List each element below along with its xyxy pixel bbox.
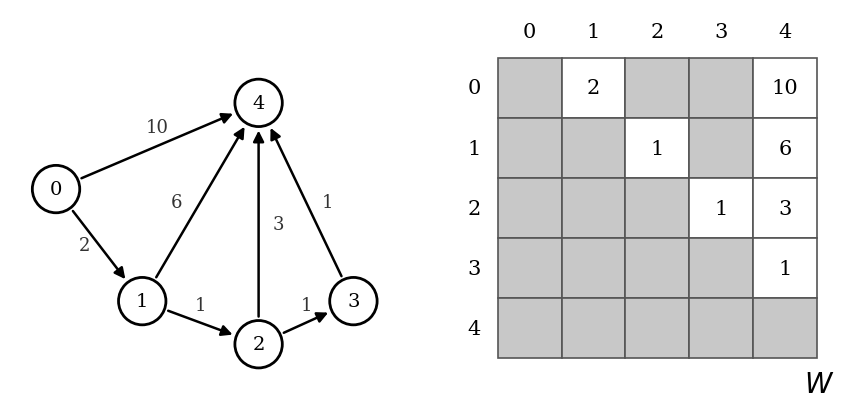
Text: 1: 1 — [195, 297, 206, 315]
Bar — [498, 179, 561, 239]
Text: 2: 2 — [586, 79, 599, 98]
Text: 3: 3 — [777, 199, 790, 218]
Text: 1: 1 — [586, 23, 599, 42]
Text: 10: 10 — [771, 79, 797, 98]
Bar — [624, 119, 689, 179]
Bar — [753, 59, 816, 119]
Bar — [689, 119, 753, 179]
Bar — [689, 239, 753, 298]
Bar — [689, 59, 753, 119]
Text: 3: 3 — [714, 23, 727, 42]
Bar — [624, 59, 689, 119]
Bar — [624, 239, 689, 298]
Text: 2: 2 — [467, 199, 480, 218]
Text: 3: 3 — [272, 215, 283, 233]
Bar — [624, 179, 689, 239]
Text: 1: 1 — [714, 199, 727, 218]
Bar — [689, 179, 753, 239]
Bar — [561, 298, 625, 358]
Text: 1: 1 — [136, 292, 148, 310]
Bar — [753, 119, 816, 179]
Text: $W$: $W$ — [802, 371, 833, 398]
Text: 1: 1 — [321, 194, 333, 211]
Text: 0: 0 — [50, 181, 62, 198]
Text: 4: 4 — [467, 319, 480, 338]
Bar — [498, 239, 561, 298]
Bar — [498, 119, 561, 179]
Text: 6: 6 — [170, 194, 183, 211]
Circle shape — [234, 321, 282, 368]
Bar — [561, 119, 625, 179]
Text: 3: 3 — [347, 292, 359, 310]
Text: 0: 0 — [523, 23, 536, 42]
Text: 2: 2 — [78, 237, 90, 254]
Bar — [498, 59, 561, 119]
Bar — [624, 298, 689, 358]
Text: 2: 2 — [650, 23, 663, 42]
Bar — [561, 59, 625, 119]
Bar — [689, 298, 753, 358]
Bar — [498, 298, 561, 358]
Text: 6: 6 — [777, 139, 790, 158]
Text: 1: 1 — [650, 139, 663, 158]
Bar — [561, 179, 625, 239]
Circle shape — [118, 278, 166, 325]
Bar — [753, 179, 816, 239]
Bar — [561, 239, 625, 298]
Text: 4: 4 — [777, 23, 790, 42]
Text: 1: 1 — [467, 139, 480, 158]
Circle shape — [234, 80, 282, 127]
Circle shape — [33, 166, 79, 213]
Text: 2: 2 — [252, 335, 264, 353]
Text: 1: 1 — [300, 297, 312, 315]
Text: 4: 4 — [252, 95, 264, 113]
Bar — [753, 239, 816, 298]
Text: 3: 3 — [467, 259, 480, 278]
Bar — [753, 298, 816, 358]
Text: 0: 0 — [467, 79, 480, 98]
Circle shape — [329, 278, 377, 325]
Text: 10: 10 — [146, 118, 169, 136]
Text: 1: 1 — [777, 259, 790, 278]
